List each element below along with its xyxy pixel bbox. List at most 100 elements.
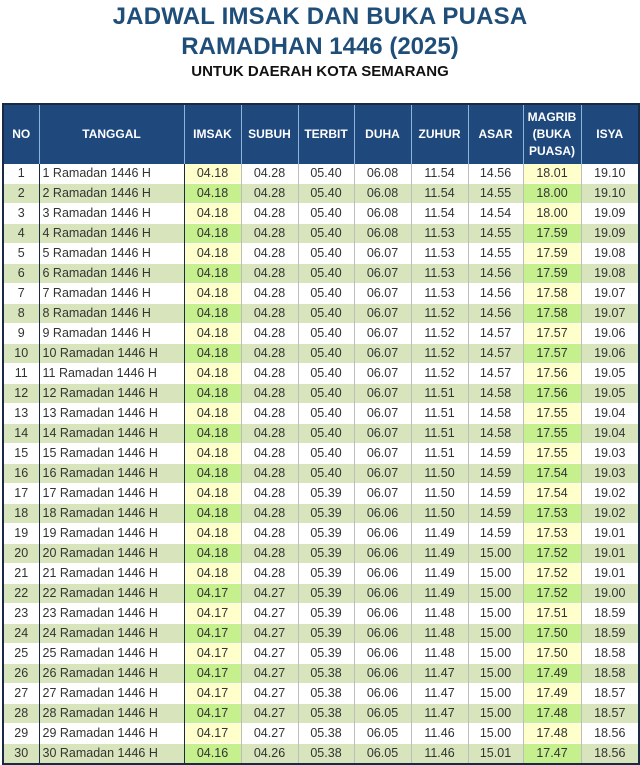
cell-terbit: 05.40 [297,403,355,424]
cell-subuh: 04.27 [240,703,299,724]
cell-duha: 06.06 [353,583,412,604]
cell-terbit: 05.40 [297,443,355,464]
table-row: 15 15 Ramadan 1446 H 04.18 04.28 05.40 06.07 1… [2,443,640,464]
cell-asar: 14.56 [467,303,524,324]
cell-duha: 06.05 [353,723,412,744]
table-row: 23 23 Ramadan 1446 H 04.17 04.27 05.39 06.06 1… [2,603,640,624]
table-row: 17 17 Ramadan 1446 H 04.18 04.28 05.39 06.07 1… [2,483,640,504]
cell-duha: 06.07 [353,263,412,284]
cell-magrib: 17.57 [522,343,582,364]
cell-terbit: 05.39 [297,643,355,664]
cell-isya: 19.09 [580,223,640,244]
cell-duha: 06.07 [353,443,412,464]
cell-terbit: 05.40 [297,203,355,224]
cell-tanggal: 10 Ramadan 1446 H [38,343,185,364]
cell-terbit: 05.38 [297,683,355,704]
cell-zuhur: 11.53 [410,243,469,264]
cell-tanggal: 27 Ramadan 1446 H [38,683,185,704]
cell-tanggal: 21 Ramadan 1446 H [38,563,185,584]
cell-magrib: 17.59 [522,243,582,264]
cell-tanggal: 17 Ramadan 1446 H [38,483,185,504]
cell-tanggal: 16 Ramadan 1446 H [38,463,185,484]
cell-isya: 19.04 [580,423,640,444]
cell-magrib: 17.54 [522,463,582,484]
cell-duha: 06.05 [353,703,412,724]
cell-terbit: 05.40 [297,323,355,344]
cell-magrib: 17.47 [522,743,582,765]
cell-magrib: 17.54 [522,483,582,504]
cell-no: 9 [2,323,40,344]
cell-magrib: 17.55 [522,443,582,464]
cell-imsak: 04.18 [183,343,242,364]
cell-no: 15 [2,443,40,464]
cell-duha: 06.07 [353,423,412,444]
cell-zuhur: 11.48 [410,623,469,644]
cell-duha: 06.06 [353,543,412,564]
cell-duha: 06.07 [353,243,412,264]
cell-imsak: 04.18 [183,323,242,344]
cell-no: 6 [2,263,40,284]
cell-tanggal: 13 Ramadan 1446 H [38,403,185,424]
cell-duha: 06.06 [353,603,412,624]
cell-terbit: 05.39 [297,603,355,624]
cell-terbit: 05.38 [297,743,355,765]
table-row: 21 21 Ramadan 1446 H 04.18 04.28 05.39 06.06 1… [2,563,640,584]
cell-isya: 19.08 [580,263,640,284]
cell-zuhur: 11.49 [410,583,469,604]
cell-terbit: 05.40 [297,303,355,324]
table-row: 25 25 Ramadan 1446 H 04.17 04.27 05.39 06.06 1… [2,643,640,664]
table-row: 18 18 Ramadan 1446 H 04.18 04.28 05.39 06.06 1… [2,503,640,524]
cell-no: 11 [2,363,40,384]
cell-subuh: 04.28 [240,164,299,184]
table-row: 10 10 Ramadan 1446 H 04.18 04.28 05.40 06.07 1… [2,343,640,364]
cell-isya: 18.58 [580,643,640,664]
cell-terbit: 05.40 [297,363,355,384]
cell-asar: 14.58 [467,383,524,404]
cell-duha: 06.07 [353,463,412,484]
cell-no: 23 [2,603,40,624]
cell-imsak: 04.18 [183,483,242,504]
cell-imsak: 04.18 [183,443,242,464]
cell-isya: 19.03 [580,443,640,464]
cell-subuh: 04.28 [240,383,299,404]
cell-tanggal: 15 Ramadan 1446 H [38,443,185,464]
cell-imsak: 04.18 [183,223,242,244]
cell-terbit: 05.40 [297,243,355,264]
cell-magrib: 17.59 [522,223,582,244]
cell-no: 30 [2,743,40,765]
cell-magrib: 17.55 [522,403,582,424]
cell-subuh: 04.28 [240,243,299,264]
cell-duha: 06.06 [353,683,412,704]
cell-asar: 14.54 [467,203,524,224]
col-header-no: NO [2,103,40,164]
cell-subuh: 04.28 [240,443,299,464]
cell-zuhur: 11.48 [410,603,469,624]
cell-zuhur: 11.53 [410,283,469,304]
cell-zuhur: 11.50 [410,503,469,524]
table-row: 27 27 Ramadan 1446 H 04.17 04.27 05.38 06.06 1… [2,683,640,704]
cell-imsak: 04.17 [183,583,242,604]
cell-terbit: 05.40 [297,263,355,284]
table-row: 12 12 Ramadan 1446 H 04.18 04.28 05.40 06.07 1… [2,383,640,404]
cell-isya: 19.06 [580,343,640,364]
cell-isya: 19.01 [580,523,640,544]
cell-magrib: 17.52 [522,543,582,564]
cell-isya: 18.57 [580,703,640,724]
cell-imsak: 04.17 [183,723,242,744]
schedule-table: NO TANGGAL IMSAK SUBUH TERBIT DUHA ZUHUR… [2,103,640,765]
cell-magrib: 17.50 [522,623,582,644]
cell-asar: 15.00 [467,663,524,684]
cell-tanggal: 19 Ramadan 1446 H [38,523,185,544]
cell-terbit: 05.39 [297,503,355,524]
cell-zuhur: 11.53 [410,223,469,244]
cell-asar: 15.01 [467,743,524,765]
cell-terbit: 05.39 [297,543,355,564]
cell-duha: 06.07 [353,403,412,424]
cell-zuhur: 11.49 [410,523,469,544]
cell-magrib: 17.55 [522,423,582,444]
cell-subuh: 04.27 [240,663,299,684]
cell-isya: 18.58 [580,663,640,684]
cell-no: 5 [2,243,40,264]
